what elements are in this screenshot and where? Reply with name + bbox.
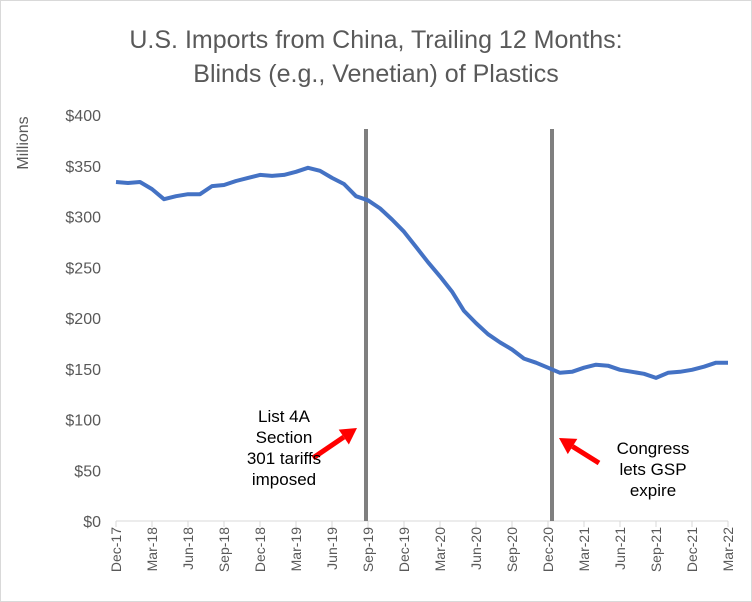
x-tick-label: Sep-19 [360,527,376,572]
y-tick-label: $300 [65,210,101,227]
x-tick-label: Mar-22 [720,527,736,572]
annotation-line: 301 tariffs [246,449,322,468]
arrow-shaft [311,434,346,461]
x-tick-label: Sep-21 [648,527,664,572]
x-tick-label: Jun-18 [180,527,196,570]
annotation-line: List 4A [258,407,310,426]
chart-title-line2: Blinds (e.g., Venetian) of Plastics [193,60,559,88]
y-tick-label: $100 [65,413,101,430]
arrow-shaft [571,444,601,466]
x-tick-label: Dec-20 [540,527,556,572]
y-tick-label: $150 [65,362,101,379]
annotation-line: Section [255,428,313,447]
chart-title-line1: U.S. Imports from China, Trailing 12 Mon… [129,26,623,54]
annotation-line: expire [629,481,677,500]
y-tick-label: $0 [83,514,101,531]
x-tick-label: Sep-20 [504,527,520,572]
x-tick-label: Dec-17 [108,527,124,572]
x-tick-label: Jun-19 [324,527,340,570]
annotation-line: Congress [616,439,690,458]
arrow-head [338,428,357,445]
x-tick-label: Dec-21 [684,527,700,572]
annotation-line: imposed [251,470,317,489]
x-tick-label: Jun-21 [612,527,628,570]
series-line [115,165,728,380]
y-axis-label: Millions [15,116,32,169]
x-tick-label: Mar-18 [144,527,160,572]
x-tick-label: Sep-18 [216,527,232,572]
annotation-line: lets GSP [619,460,687,479]
annotation-list4a: List 4A Section 301 tariffs imposed [229,406,339,490]
x-tick-label: Dec-18 [252,527,268,572]
x-tick-label: Mar-20 [432,527,448,572]
x-tick-label: Jun-20 [468,527,484,570]
y-tick-label: $350 [65,159,101,176]
arrow-head [559,438,578,455]
x-tick-label: Mar-21 [576,527,592,572]
y-tick-label: $50 [74,463,101,480]
x-tick-label: Mar-19 [288,527,304,572]
y-tick-label: $250 [65,260,101,277]
y-tick-label: $400 [65,108,101,125]
x-tick-label: Dec-19 [396,527,412,572]
annotation-gsp: Congress lets GSP expire [598,438,708,501]
y-tick-label: $200 [65,311,101,328]
